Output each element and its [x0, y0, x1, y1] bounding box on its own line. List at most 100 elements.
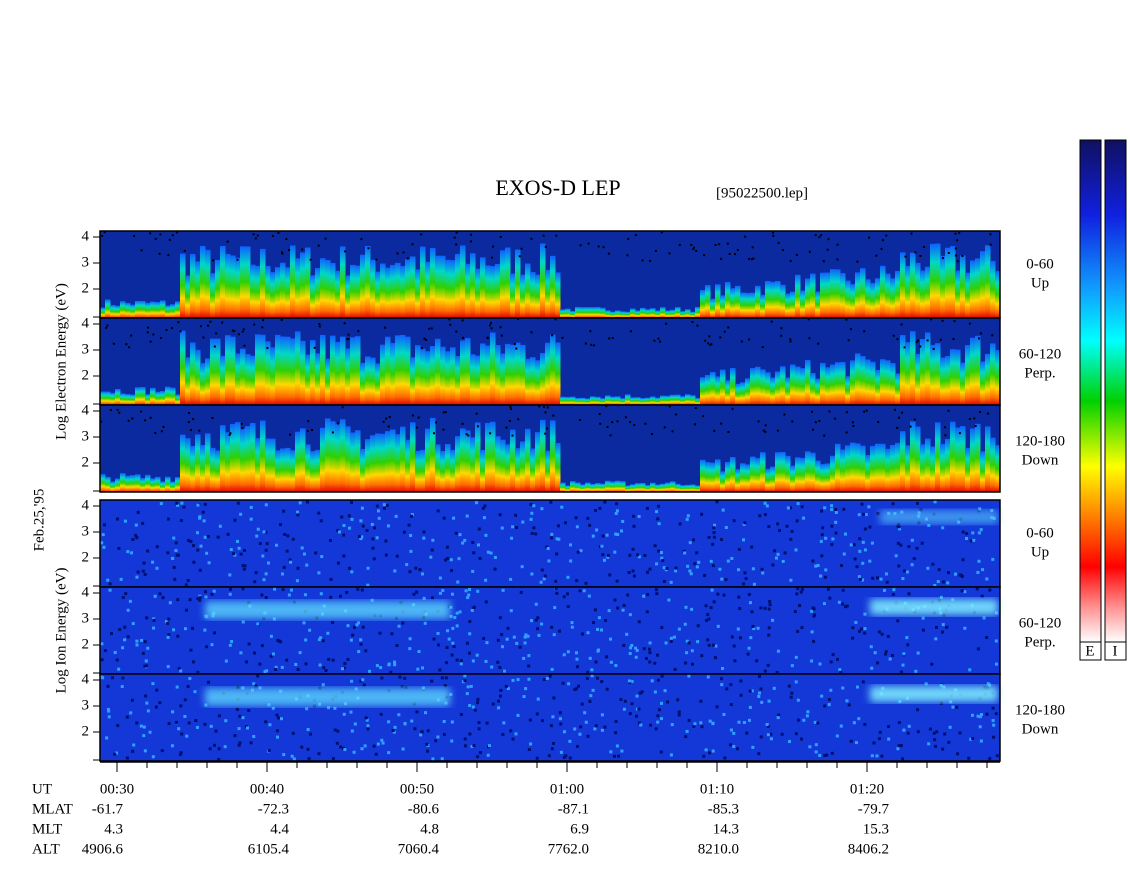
noise: [696, 640, 700, 644]
noise: [176, 553, 180, 557]
noise: [802, 718, 806, 722]
noise: [289, 560, 293, 564]
noise: [268, 723, 272, 727]
noise: [767, 633, 771, 637]
noise: [601, 553, 605, 557]
noise: [359, 537, 363, 541]
noise: [146, 709, 150, 713]
spectrum-column: [210, 447, 216, 492]
spectrum-column: [115, 388, 121, 405]
noise: [558, 629, 562, 633]
noise: [476, 701, 480, 705]
noise: [360, 506, 364, 510]
date-label: Feb.25,'95: [31, 489, 47, 552]
spectrum-column: [620, 311, 626, 318]
noise: [364, 716, 368, 720]
spectrum-column: [630, 484, 636, 492]
spectrum-column: [725, 282, 731, 318]
noise: [492, 245, 495, 248]
noise: [594, 660, 598, 664]
noise: [176, 598, 180, 602]
spectrogram-subpanel: [99, 499, 1001, 588]
noise: [910, 563, 914, 567]
spectrum-column: [445, 259, 451, 318]
noise: [910, 538, 914, 542]
noise: [365, 718, 369, 722]
noise: [499, 688, 503, 692]
spectrum-column: [945, 247, 951, 318]
noise: [481, 506, 485, 510]
noise: [644, 657, 648, 661]
noise: [662, 579, 666, 583]
spectrum-column: [325, 260, 331, 318]
noise: [587, 594, 591, 598]
row-value: 00:40: [250, 781, 284, 797]
noise: [305, 500, 309, 504]
row-value: 01:00: [550, 781, 584, 797]
spectrum-column: [370, 259, 376, 318]
noise: [988, 756, 992, 760]
noise: [577, 684, 581, 688]
spectrum-column: [365, 245, 371, 318]
noise: [285, 549, 289, 553]
noise: [861, 680, 865, 684]
noise: [384, 553, 388, 557]
noise: [794, 680, 798, 684]
noise: [149, 232, 152, 235]
pitch-direction: Up: [1031, 275, 1049, 291]
noise: [286, 534, 290, 538]
noise: [466, 685, 470, 689]
noise: [632, 524, 636, 528]
noise: [408, 570, 412, 574]
noise: [608, 573, 612, 577]
noise: [822, 260, 825, 263]
noise: [845, 411, 848, 414]
noise: [616, 420, 619, 423]
noise: [636, 553, 640, 557]
noise: [233, 330, 236, 333]
noise: [463, 674, 467, 678]
noise: [209, 320, 212, 323]
spectrum-column: [640, 307, 646, 318]
spectrum-column: [600, 398, 606, 405]
spectrum-column: [880, 359, 886, 405]
noise: [941, 319, 944, 322]
noise: [296, 513, 300, 517]
noise: [626, 254, 629, 257]
noise: [559, 750, 563, 754]
noise: [772, 231, 775, 234]
spectrum-column: [800, 457, 806, 492]
noise: [282, 509, 286, 513]
noise: [387, 751, 391, 755]
spectrum-column: [870, 445, 876, 492]
noise: [986, 682, 990, 686]
colorbar-e: [1079, 139, 1102, 643]
noise: [473, 708, 477, 712]
noise: [347, 337, 350, 340]
noise: [477, 727, 481, 731]
noise: [994, 712, 998, 716]
noise: [756, 626, 760, 630]
noise: [143, 749, 147, 753]
noise: [171, 234, 174, 237]
row-label: UT: [32, 781, 52, 797]
spectrum-column: [380, 433, 386, 492]
spectrum-column: [570, 481, 576, 492]
noise: [783, 413, 786, 416]
spectrum-column: [455, 436, 461, 492]
noise: [463, 538, 467, 542]
noise: [901, 757, 905, 761]
spectrum-column: [575, 398, 581, 405]
noise: [185, 608, 189, 612]
spectrum-column: [695, 398, 701, 405]
noise: [281, 588, 285, 592]
noise: [765, 723, 769, 727]
noise: [600, 628, 604, 632]
noise: [195, 725, 199, 729]
noise: [535, 712, 539, 716]
spectrum-column: [745, 292, 751, 318]
noise: [243, 564, 247, 568]
noise: [290, 754, 294, 758]
noise: [151, 755, 155, 759]
noise: [375, 504, 379, 508]
